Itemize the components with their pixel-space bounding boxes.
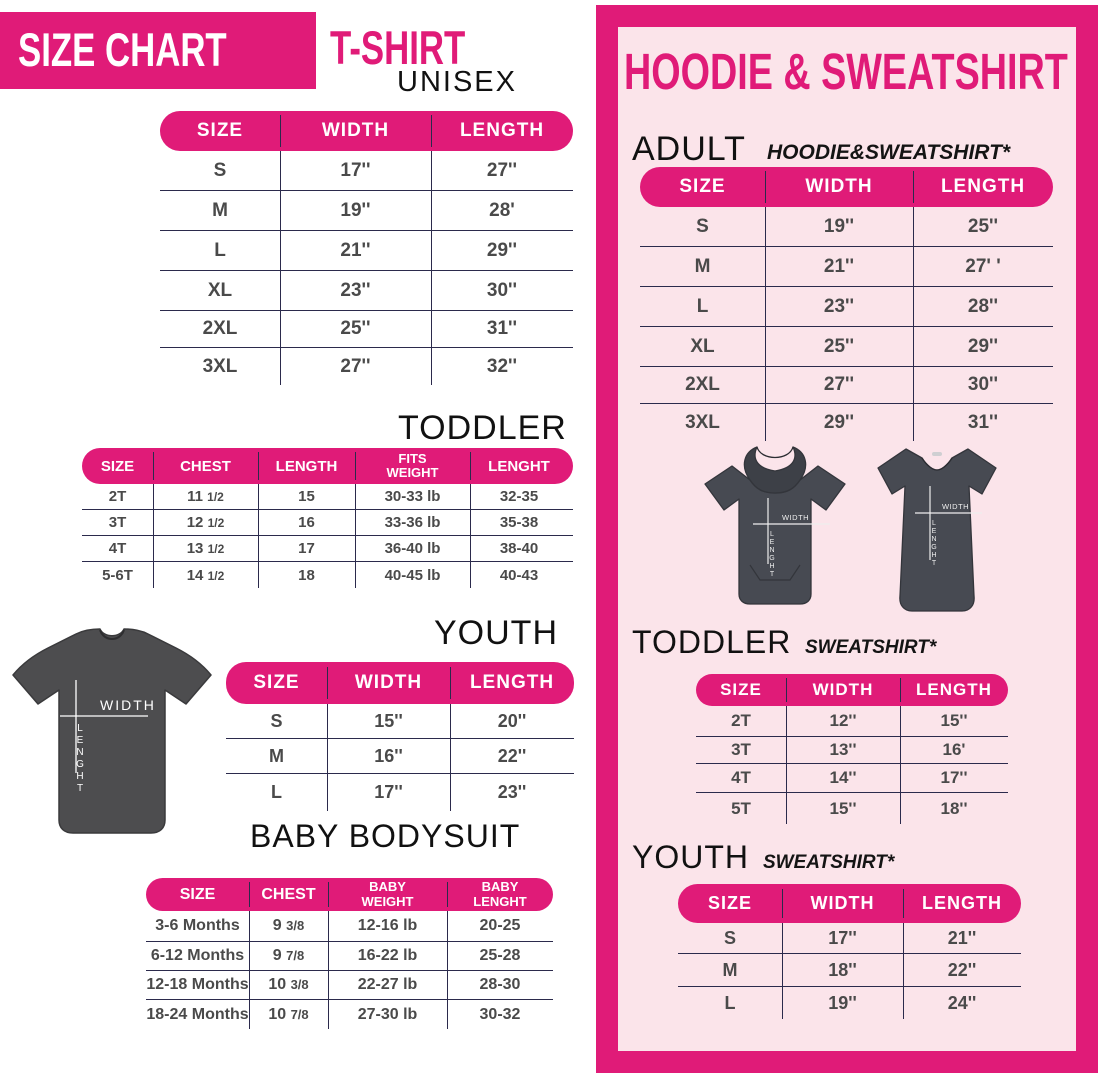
svg-text:G: G <box>76 759 84 770</box>
svg-text:E: E <box>770 539 775 546</box>
svg-text:H: H <box>76 771 83 782</box>
svg-text:L: L <box>770 531 774 538</box>
svg-text:WIDTH: WIDTH <box>782 513 809 522</box>
svg-text:G: G <box>769 555 774 562</box>
svg-text:L: L <box>77 723 83 734</box>
svg-text:T: T <box>77 783 83 794</box>
svg-text:WIDTH: WIDTH <box>942 502 969 511</box>
svg-text:G: G <box>931 544 936 551</box>
svg-text:WIDTH: WIDTH <box>100 697 156 713</box>
svg-text:T: T <box>770 571 775 578</box>
svg-text:H: H <box>769 563 774 570</box>
svg-text:N: N <box>931 536 936 543</box>
svg-text:N: N <box>769 547 774 554</box>
svg-text:H: H <box>931 552 936 559</box>
svg-text:E: E <box>77 735 84 746</box>
svg-text:N: N <box>76 747 83 758</box>
svg-text:T: T <box>932 560 937 567</box>
svg-text:L: L <box>932 520 936 527</box>
svg-text:E: E <box>932 528 937 535</box>
